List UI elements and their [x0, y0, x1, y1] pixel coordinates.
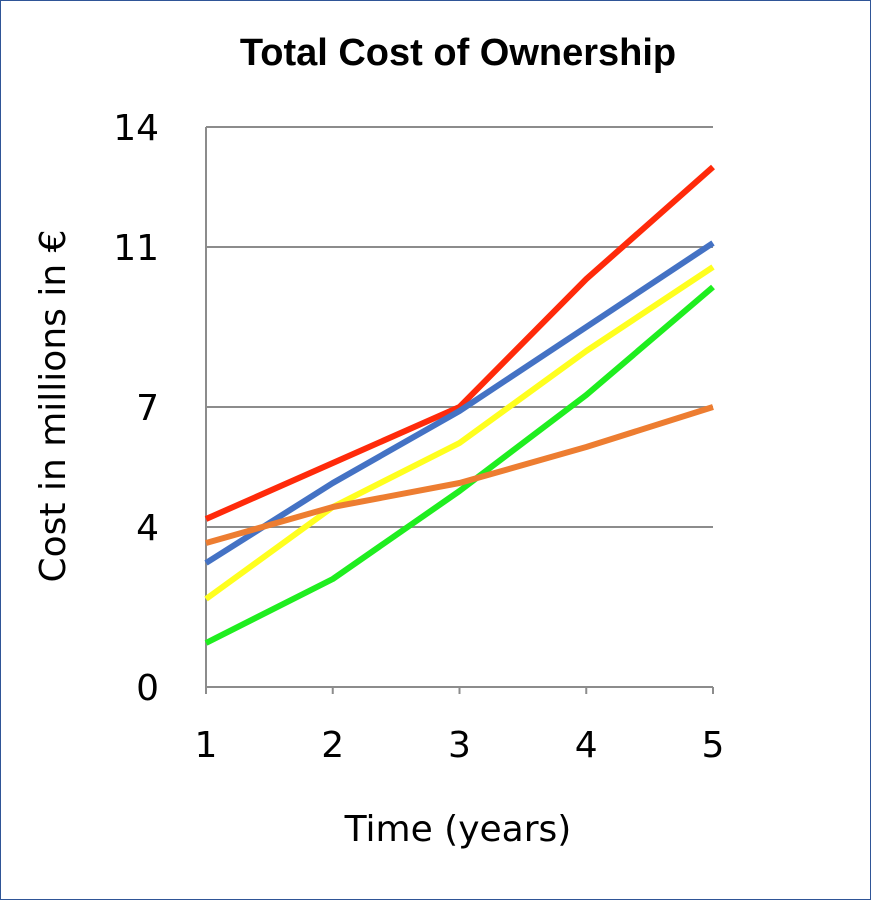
x-tick-label-5: 5 [702, 725, 725, 766]
y-tick-label-4: 4 [136, 508, 159, 549]
series-line-4 [204, 284, 715, 646]
series-line-1 [204, 164, 715, 522]
y-tick-label-0: 0 [136, 668, 159, 709]
series-line-3 [204, 264, 715, 602]
x-tick-labels: 1 2 3 4 5 [195, 725, 725, 766]
series-line-2 [204, 240, 715, 566]
gridlines [206, 126, 713, 528]
y-tick-labels: 0 4 7 11 14 [113, 108, 159, 709]
y-tick-label-7: 7 [136, 388, 159, 429]
series-line-5 [205, 404, 714, 546]
x-tick-label-2: 2 [321, 725, 344, 766]
chart-title: Total Cost of Ownership [240, 32, 676, 74]
x-tick-label-4: 4 [575, 725, 598, 766]
y-tick-label-11: 11 [113, 228, 159, 269]
series-lines [204, 164, 715, 646]
axes [205, 127, 714, 694]
y-axis-label: Cost in millions in € [33, 229, 74, 582]
y-tick-label-14: 14 [113, 108, 159, 149]
x-tick-label-1: 1 [195, 725, 218, 766]
x-tick-label-3: 3 [448, 725, 471, 766]
x-axis-label: Time (years) [344, 809, 572, 850]
